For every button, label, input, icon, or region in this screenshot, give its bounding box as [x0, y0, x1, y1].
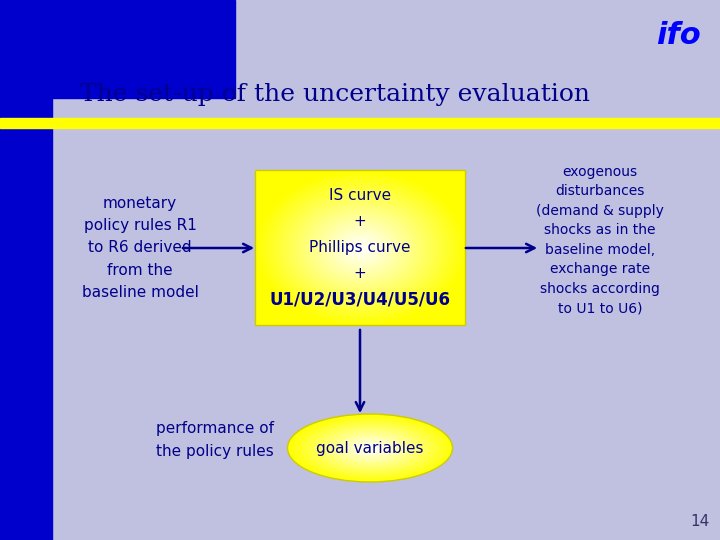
Text: performance of
the policy rules: performance of the policy rules [156, 421, 274, 458]
Text: U1/U2/U3/U4/U5/U6: U1/U2/U3/U4/U5/U6 [269, 290, 451, 308]
Text: exogenous
disturbances
(demand & supply
shocks as in the
baseline model,
exchang: exogenous disturbances (demand & supply … [536, 165, 664, 315]
Bar [255, 170, 465, 325]
FancyBboxPatch shape [39, 7, 720, 538]
Text: IS curve: IS curve [329, 188, 391, 204]
Text: +: + [354, 214, 366, 229]
Bar [0, 0, 52, 540]
Text: goal variables: goal variables [316, 441, 424, 456]
Text: Phillips curve: Phillips curve [310, 240, 410, 255]
Bar [0, 0, 235, 98]
Bar [0, 118, 720, 128]
Text: The set-up of the uncertainty evaluation: The set-up of the uncertainty evaluation [80, 84, 590, 106]
Text: +: + [354, 266, 366, 281]
Text: 14: 14 [690, 515, 710, 530]
Text: ifo: ifo [656, 21, 701, 50]
Text: monetary
policy rules R1
to R6 derived
from the
baseline model: monetary policy rules R1 to R6 derived f… [81, 196, 199, 300]
